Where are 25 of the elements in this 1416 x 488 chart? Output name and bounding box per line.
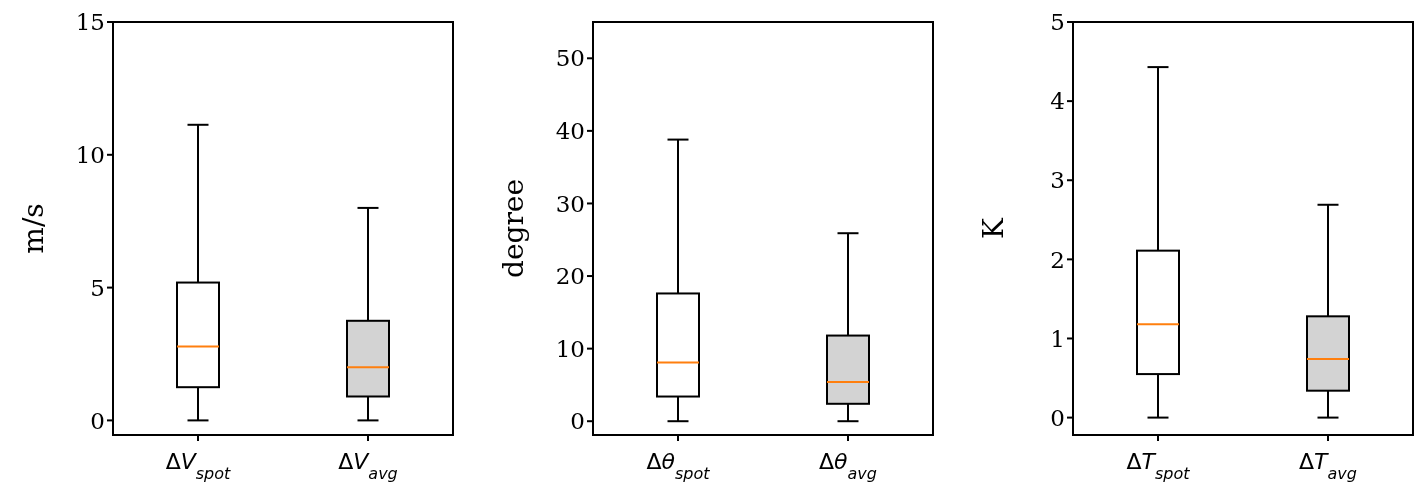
x-tick-label: ΔV$_{avg}$ <box>338 449 398 483</box>
y-tick-label: 40 <box>555 118 585 145</box>
y-axis-title: K <box>976 216 1010 239</box>
y-tick-label: 0 <box>1050 404 1065 431</box>
x-tick-label: Δθ$_{spot}$ <box>646 449 711 483</box>
x-tick-label: ΔT$_{spot}$ <box>1126 449 1191 483</box>
y-tick-label: 3 <box>1050 167 1065 194</box>
y-axis-title: m/s <box>16 203 50 254</box>
y-tick-label: 5 <box>1050 9 1065 36</box>
y-tick-label: 50 <box>555 45 585 72</box>
y-tick-label: 0 <box>90 407 105 434</box>
y-axis-title: degree <box>496 179 530 278</box>
x-tick-label: ΔV$_{spot}$ <box>165 449 232 483</box>
y-tick-label: 1 <box>1050 325 1065 352</box>
y-tick-label: 2 <box>1050 246 1065 273</box>
x-tick-label: Δθ$_{avg}$ <box>819 449 877 483</box>
y-tick-label: 20 <box>555 263 585 290</box>
y-tick-label: 30 <box>555 190 585 217</box>
x-tick-label: ΔT$_{avg}$ <box>1299 449 1357 483</box>
y-tick-label: 10 <box>75 141 105 168</box>
y-tick-label: 10 <box>555 335 585 362</box>
y-tick-label: 4 <box>1050 88 1065 115</box>
y-tick-label: 5 <box>90 274 105 301</box>
y-tick-label: 15 <box>75 9 105 36</box>
y-tick-label: 0 <box>570 408 585 435</box>
